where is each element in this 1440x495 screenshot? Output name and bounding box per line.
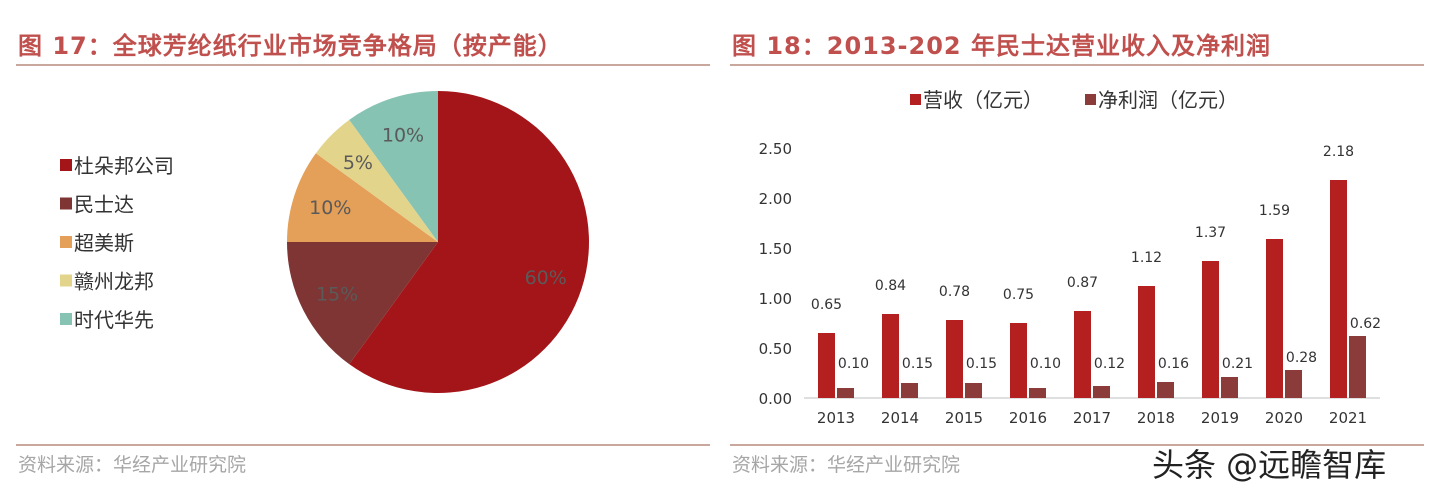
bar-label-1-8: 0.62 — [1350, 316, 1381, 332]
left-figure-panel: 图 17：全球芳纶纸行业市场竞争格局（按产能） 60% 15% 10% 5% 10% 杜朵… — [16, 0, 710, 495]
bar-0-7 — [1266, 239, 1283, 398]
bar-0-0 — [818, 333, 835, 398]
bar-label-0-0: 0.65 — [811, 297, 842, 313]
x-tick-label-8: 2021 — [1329, 409, 1367, 427]
y-tick-label-0: 0.00 — [759, 390, 792, 408]
left-figure-title: 图 17：全球芳纶纸行业市场竞争格局（按产能） — [18, 32, 563, 60]
left-source-note: 资料来源：华经产业研究院 — [18, 454, 247, 476]
bar-0-2 — [946, 320, 963, 398]
bar-0-4 — [1074, 311, 1091, 398]
right-source-rule — [730, 444, 1424, 446]
pie-legend-label-1: 民士达 — [74, 193, 134, 217]
pie-slice-label-1: 15% — [316, 283, 358, 305]
bar-0-6 — [1202, 261, 1219, 398]
pie-slice-0 — [349, 91, 589, 393]
bar-chart: 营收（亿元） 净利润（亿元） 0.00 0.50 1.00 1.50 2.00 2.50 201… — [759, 88, 1381, 427]
bar-label-0-1: 0.84 — [875, 278, 906, 294]
bar-0-8 — [1330, 180, 1347, 398]
bar-1-3 — [1029, 388, 1046, 398]
right-figure-panel: 图 18：2013-202 年民士达营业收入及净利润 营收（亿元） 净利润（亿元）… — [730, 0, 1424, 495]
y-tick-label-2: 1.00 — [759, 290, 792, 308]
x-tick-label-2: 2015 — [945, 409, 983, 427]
bar-0-5 — [1138, 286, 1155, 398]
x-tick-label-4: 2017 — [1073, 409, 1111, 427]
y-tick-label-1: 0.50 — [759, 340, 792, 358]
pie-slice-label-0: 60% — [525, 267, 567, 289]
y-tick-label-3: 1.50 — [759, 240, 792, 258]
x-tick-label-6: 2019 — [1201, 409, 1239, 427]
bar-label-1-5: 0.16 — [1158, 356, 1189, 372]
pie-slice-4 — [349, 91, 438, 242]
pie-slice-2 — [287, 153, 438, 242]
pie-slice-label-3: 5% — [343, 152, 373, 174]
bar-label-0-8: 2.18 — [1323, 144, 1354, 160]
pie-legend-label-4: 时代华先 — [74, 308, 154, 332]
bar-label-1-6: 0.21 — [1222, 356, 1253, 372]
bar-0-3 — [1010, 323, 1027, 398]
x-tick-label-7: 2020 — [1265, 409, 1303, 427]
bar-0-1 — [882, 314, 899, 398]
bar-label-1-4: 0.12 — [1094, 356, 1125, 372]
right-title-rule — [730, 64, 1424, 66]
x-tick-label-3: 2016 — [1009, 409, 1047, 427]
pie-legend-swatch-1 — [60, 197, 72, 210]
pie-legend-label-3: 赣州龙邦 — [74, 270, 154, 294]
bar-1-8 — [1349, 336, 1366, 398]
bar-1-5 — [1157, 382, 1174, 398]
bar-legend-label-1: 净利润（亿元） — [1098, 88, 1238, 112]
pie-slice-1 — [287, 242, 438, 365]
bar-label-1-2: 0.15 — [966, 356, 997, 372]
left-source-rule — [16, 444, 710, 446]
bar-label-0-6: 1.37 — [1195, 225, 1226, 241]
bar-legend-swatch-1 — [1085, 94, 1096, 105]
bar-legend-swatch-0 — [910, 94, 921, 105]
right-figure-title: 图 18：2013-202 年民士达营业收入及净利润 — [732, 32, 1271, 60]
pie-legend-swatch-2 — [60, 236, 72, 248]
bar-1-7 — [1285, 370, 1302, 398]
y-tick-label-5: 2.50 — [759, 140, 792, 158]
bar-label-1-1: 0.15 — [902, 356, 933, 372]
pie-slice-label-2: 10% — [309, 197, 351, 219]
x-tick-label-0: 2013 — [817, 409, 855, 427]
bar-1-1 — [901, 383, 918, 398]
pie-slice-3 — [315, 119, 438, 242]
bar-label-0-3: 0.75 — [1003, 287, 1034, 303]
y-tick-label-4: 2.00 — [759, 190, 792, 208]
x-tick-label-5: 2018 — [1137, 409, 1175, 427]
bar-label-1-3: 0.10 — [1030, 356, 1061, 372]
pie-legend-label-2: 超美斯 — [74, 231, 134, 255]
bar-legend-label-0: 营收（亿元） — [923, 88, 1043, 112]
bar-label-1-7: 0.28 — [1286, 350, 1317, 366]
bar-label-1-0: 0.10 — [838, 356, 869, 372]
bar-1-4 — [1093, 386, 1110, 398]
right-source-note: 资料来源：华经产业研究院 — [732, 454, 961, 476]
bar-label-0-2: 0.78 — [939, 284, 970, 300]
bar-label-0-4: 0.87 — [1067, 275, 1098, 291]
bar-1-6 — [1221, 377, 1238, 398]
pie-legend-swatch-0 — [60, 159, 72, 171]
watermark: 头条 @远瞻智库 — [1152, 446, 1387, 484]
pie-legend-swatch-4 — [60, 313, 72, 325]
bar-label-0-7: 1.59 — [1259, 203, 1290, 219]
x-tick-label-1: 2014 — [881, 409, 919, 427]
left-title-rule — [16, 64, 710, 66]
pie-legend-label-0: 杜朵邦公司 — [74, 154, 174, 178]
pie-legend-swatch-3 — [60, 274, 72, 287]
bar-label-0-5: 1.12 — [1131, 250, 1162, 266]
bar-1-0 — [837, 388, 854, 398]
pie-slice-label-4: 10% — [382, 124, 424, 146]
bar-1-2 — [965, 383, 982, 398]
